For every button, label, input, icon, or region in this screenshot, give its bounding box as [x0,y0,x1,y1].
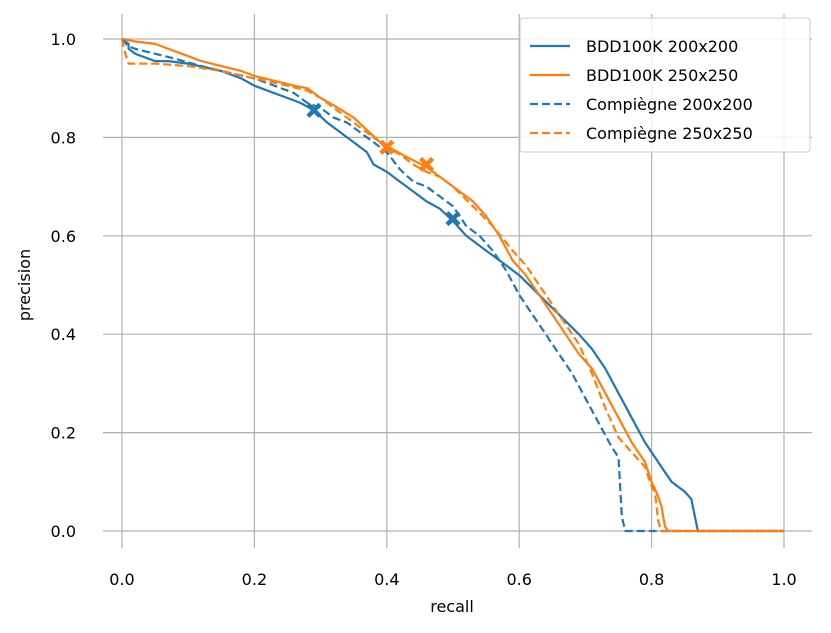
marker-x-1 [445,210,461,227]
series-line-1 [121,37,784,533]
x-tick-label: 0.0 [109,570,134,589]
x-axis-label: recall [430,597,474,616]
y-tick-label: 0.4 [51,325,76,344]
series-layer [120,37,784,533]
series-line-3 [120,38,784,533]
y-tick-label: 0.6 [51,227,76,246]
marker-x-3 [418,156,435,173]
x-tick-label: 0.6 [506,570,531,589]
y-tick-label: 0.8 [51,128,76,147]
x-tick-label: 1.0 [771,570,796,589]
axis-ticks: 0.0 0.2 0.4 0.6 0.8 1.0 0.0 0.2 0.4 0.6 0.8 1.0 [51,30,797,589]
y-tick-label: 1.0 [51,30,76,49]
marker-x-2 [379,139,395,155]
marker-layer [306,102,461,227]
legend-label-1: BDD100K 250x250 [586,66,738,85]
y-tick-label: 0.0 [51,522,76,541]
x-tick-label: 0.8 [639,570,664,589]
legend-label-2: Compiègne 200x200 [586,95,753,114]
legend: BDD100K 200x200 BDD100K 250x250 Compiègne … [519,17,811,153]
marker-x-0 [306,102,322,118]
legend-label-0: BDD100K 200x200 [586,37,738,56]
x-tick-label: 0.2 [242,570,267,589]
x-tick-label: 0.4 [374,570,399,589]
legend-box [519,17,811,153]
y-tick-label: 0.2 [51,424,76,443]
legend-label-3: Compiègne 250x250 [586,124,753,143]
y-axis-label: precision [15,249,34,321]
